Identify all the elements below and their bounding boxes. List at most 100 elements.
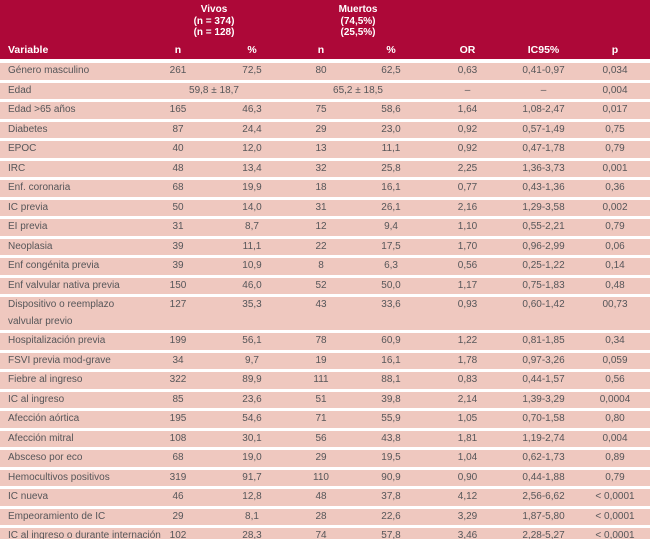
column-header-n-muertos: n [288, 40, 355, 61]
cell-ic95: 1,19-2,74 [507, 427, 581, 449]
row-label: EI previa [0, 216, 140, 237]
table-row: Absceso por eco 68 19,0 29 19,5 1,04 0,62-1,73… [0, 447, 650, 468]
cell-p: 0,001 [580, 157, 650, 179]
cell-pct-muertos: 55,9 [354, 408, 429, 429]
column-header-pct-vivos: % [216, 40, 289, 61]
cell-ic95: 0,60-1,42 [507, 294, 581, 332]
column-header-variable: Variable [0, 40, 140, 61]
cell-ic95: 0,55-2,21 [507, 216, 581, 237]
table-row: Hospitalización previa 199 56,1 78 60,9 1,22 0… [0, 330, 650, 351]
cell-n-muertos: 74 [288, 525, 355, 539]
row-label: Diabetes [0, 118, 140, 140]
cell-p: 0,34 [580, 330, 650, 351]
table-row: Fiebre al ingreso 322 89,9 111 88,1 0,83 0,44-… [0, 369, 650, 390]
cell-or: 2,14 [428, 388, 508, 410]
cell-or: 0,92 [428, 118, 508, 140]
cell-p: 0,14 [580, 255, 650, 276]
cell-ic95: 1,87-5,80 [507, 505, 581, 527]
cell-or: 1,22 [428, 330, 508, 351]
cell-pct-muertos: 17,5 [354, 235, 429, 257]
table-row: FSVI previa mod-grave 34 9,7 19 16,1 1,78 0,97… [0, 349, 650, 371]
cell-n-vivos: 322 [140, 369, 216, 390]
cell-pct-muertos: 33,6 [354, 294, 429, 332]
table-row: Neoplasia 39 11,1 22 17,5 1,70 0,96-2,99 0,06 [0, 235, 650, 257]
cell-n-muertos: 19 [288, 349, 355, 371]
cell-n-muertos: 18 [288, 177, 355, 198]
cell-pct-muertos: 9,4 [354, 216, 429, 237]
cell-or: 0,92 [428, 138, 508, 159]
cell-ic95: 0,41-0,97 [507, 59, 581, 81]
table-row: Género masculino 261 72,5 80 62,5 0,63 0,41-0,… [0, 59, 650, 81]
cell-ic95: 0,44-1,57 [507, 369, 581, 390]
cell-ic95: 1,36-3,73 [507, 157, 581, 179]
column-header-n-vivos: n [140, 40, 216, 61]
cell-pct-muertos: 6,3 [354, 255, 429, 276]
cell-p: 0,017 [580, 99, 650, 120]
cell-n-vivos: 150 [140, 274, 216, 296]
cell-n-vivos: 34 [140, 349, 216, 371]
table-row: Afección mitral 108 30,1 56 43,8 1,81 1,19-2,7… [0, 427, 650, 449]
cell-n-vivos: 127 [140, 294, 216, 332]
row-label: IC al ingreso [0, 388, 140, 410]
cell-p: < 0,0001 [580, 505, 650, 527]
row-label: Edad >65 años [0, 99, 140, 120]
cell-pct-muertos: 60,9 [354, 330, 429, 351]
cell-or: 1,70 [428, 235, 508, 257]
group-header-muertos: Muertos (74,5%) (25,5%) [288, 0, 429, 40]
cell-n-vivos: 199 [140, 330, 216, 351]
cell-or: 2,25 [428, 157, 508, 179]
table-row: Enf congénita previa 39 10,9 8 6,3 0,56 0,25-1… [0, 255, 650, 276]
cell-p: 0,06 [580, 235, 650, 257]
cell-ic95: 0,57-1,49 [507, 118, 581, 140]
cell-p: 0,059 [580, 349, 650, 371]
cell-pct-muertos: 90,9 [354, 466, 429, 488]
cell-pct-vivos: 72,5 [216, 59, 289, 81]
table-row: EPOC 40 12,0 13 11,1 0,92 0,47-1,78 0,79 [0, 138, 650, 159]
cell-n-muertos: 12 [288, 216, 355, 237]
table-row: Empeoramiento de IC 29 8,1 28 22,6 3,29 1,87-5… [0, 505, 650, 527]
cell-or: 0,83 [428, 369, 508, 390]
table-row: IC previa 50 14,0 31 26,1 2,16 1,29-3,58 0,002 [0, 196, 650, 218]
cell-ic95: 2,56-6,62 [507, 486, 581, 507]
cell-pct-vivos: 24,4 [216, 118, 289, 140]
cell-n-vivos: 108 [140, 427, 216, 449]
table-header: Vivos (n = 374) (n = 128) Muertos (74,5%… [0, 0, 650, 61]
cell-ic95: 0,25-1,22 [507, 255, 581, 276]
cell-pct-vivos: 12,0 [216, 138, 289, 159]
cell-pct-vivos: 13,4 [216, 157, 289, 179]
cell-pct-vivos: 19,0 [216, 447, 289, 468]
cell-pct-muertos: 62,5 [354, 59, 429, 81]
cell-p: 0,48 [580, 274, 650, 296]
row-label: Hemocultivos positivos [0, 466, 140, 488]
table-row: IC al ingreso o durante internación 102 28… [0, 525, 650, 539]
cell-pct-vivos: 23,6 [216, 388, 289, 410]
cell-or: 1,81 [428, 427, 508, 449]
cell-n-vivos: 68 [140, 447, 216, 468]
cell-pct-muertos: 22,6 [354, 505, 429, 527]
cell-ic95: 2,28-5,27 [507, 525, 581, 539]
cell-vivos-value: 59,8 ± 18,7 [140, 79, 289, 101]
cell-p: 0,004 [580, 427, 650, 449]
cell-n-muertos: 78 [288, 330, 355, 351]
cell-pct-vivos: 89,9 [216, 369, 289, 390]
cell-n-muertos: 110 [288, 466, 355, 488]
cell-pct-vivos: 8,7 [216, 216, 289, 237]
cell-n-vivos: 40 [140, 138, 216, 159]
cell-pct-vivos: 14,0 [216, 196, 289, 218]
cell-n-vivos: 50 [140, 196, 216, 218]
group-header-spacer [580, 0, 650, 40]
cell-p: 0,002 [580, 196, 650, 218]
cell-n-muertos: 111 [288, 369, 355, 390]
cell-pct-muertos: 26,1 [354, 196, 429, 218]
cell-ic95: 0,81-1,85 [507, 330, 581, 351]
cell-p: 0,36 [580, 177, 650, 198]
cell-p: 0,034 [580, 59, 650, 81]
table-row: EI previa 31 8,7 12 9,4 1,10 0,55-2,21 0,79 [0, 216, 650, 237]
cell-p: 0,79 [580, 466, 650, 488]
cell-n-vivos: 39 [140, 255, 216, 276]
row-label: EPOC [0, 138, 140, 159]
cell-or: 0,56 [428, 255, 508, 276]
cell-pct-vivos: 10,9 [216, 255, 289, 276]
